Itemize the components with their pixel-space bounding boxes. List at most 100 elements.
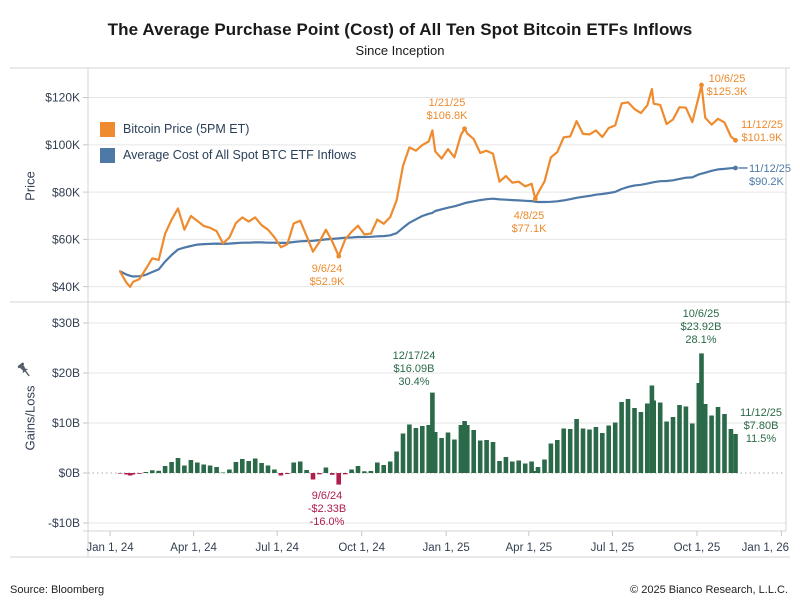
gain-bar [651,400,656,473]
chart-title: The Average Purchase Point (Cost) of All… [107,20,693,39]
gain-bar [516,460,521,473]
gain-bar [497,461,502,473]
gain-bar [677,405,682,473]
gain-bar [407,424,412,473]
gain-bar [555,440,560,473]
gain-bar [702,404,708,473]
gain-bar [699,353,704,473]
gains-annotation: $7.80B [744,420,779,432]
gain-bar [690,423,695,473]
gain-bar [670,417,676,473]
annotation-dot [699,82,704,88]
gain-bar [657,402,663,473]
gain-bar [529,461,534,473]
price-tick-label: $100K [45,138,80,152]
price-annotation: $125.3K [707,86,749,98]
copyright-note: © 2025 Bianco Research, L.L.C. [630,584,788,596]
price-annotation: $52.9K [310,276,346,288]
x-tick-label: Apr 1, 25 [506,542,553,554]
source-note: Source: Bloomberg [10,584,105,596]
gain-bar [387,461,393,473]
btc-price-line [118,83,737,288]
gains-annotation: 9/6/24 [312,490,343,502]
gain-bar [522,463,528,473]
gains-annotation: -16.0% [310,516,345,528]
axes-borders: Jan 1, 24 Apr 1, 24 Jul 1, 24 Oct 1, 24 Jan … [10,67,790,558]
gain-bar [722,414,727,473]
gain-bar [265,465,271,473]
annotation-dot [733,165,738,171]
price-tick-label: $80K [52,185,80,199]
gain-bar [664,421,669,473]
x-tick-label: Oct 1, 25 [674,542,721,554]
gain-bar [484,440,489,473]
gain-bar [587,429,592,473]
gain-bar [533,471,538,473]
gain-bar [162,466,168,473]
gain-bar [632,408,637,473]
annotation-dot [336,253,342,259]
x-tick-label: Apr 1, 24 [170,542,217,554]
legend-item-btc-price: Bitcoin Price (5PM ET) [100,116,356,142]
gain-bar [477,440,483,473]
gains-tick-label: $30B [52,316,80,330]
gain-bar [297,461,303,473]
loss-bar [310,473,316,480]
gains-tick-label: $20B [52,366,80,380]
gain-bar [567,429,573,473]
gain-bar [413,428,419,473]
gain-bar [355,466,361,473]
gain-bar [227,469,232,473]
gain-bar [458,425,464,473]
gain-bar [362,471,367,474]
gains-annotation: -$2.33B [308,503,347,515]
annotation-dot [532,196,538,202]
loss-bar [336,473,341,485]
gain-bar [233,462,239,473]
gain-bar [240,459,245,473]
gain-bar [375,462,380,473]
loss-bar [137,473,142,474]
gains-annotation: $23.92B [681,321,722,333]
gain-bar [400,433,406,473]
gain-bar [259,463,264,473]
legend-item-avg-cost: Average Cost of All Spot BTC ETF Inflows [100,142,356,168]
pin-icon[interactable] [16,362,34,380]
gain-bar [683,406,689,473]
x-tick-label: Jan 1, 25 [423,542,470,554]
gain-bar [619,402,624,473]
gain-bar [510,461,515,473]
gain-bar [214,467,219,473]
price-axis-title: Price [22,171,38,201]
price-tick-label: $120K [45,91,80,105]
annotations: 9/6/24$52.9K1/21/25$106.8K4/8/25$77.1K10… [308,73,791,528]
gain-bar [195,462,200,473]
gains-axis-title: Gains/Loss [22,385,38,451]
gain-bar [561,428,566,473]
gains-tick-label: $10B [52,416,80,430]
gain-bar [175,458,181,473]
gain-bar [542,459,547,473]
chart-subtitle: Since Inception [355,43,445,58]
gain-bar [465,425,470,473]
gain-bar [709,415,714,473]
gain-bar [638,412,644,473]
gain-bar [593,427,599,473]
gain-bar [368,471,374,473]
gain-bar [728,429,734,473]
loss-bar [278,473,284,476]
gain-bar [207,465,213,473]
x-tick-label: Jul 1, 24 [255,542,299,554]
gains-bars [117,353,738,485]
gain-bar [625,399,631,473]
gain-bar [612,422,618,473]
gain-bar [645,403,650,473]
loss-bar [130,473,136,475]
price-annotation: 10/6/25 [709,73,746,85]
gain-bar [600,433,605,473]
price-annotation: $77.1K [512,223,548,235]
gain-bar [439,438,444,473]
price-annotation: $90.2K [749,176,785,188]
